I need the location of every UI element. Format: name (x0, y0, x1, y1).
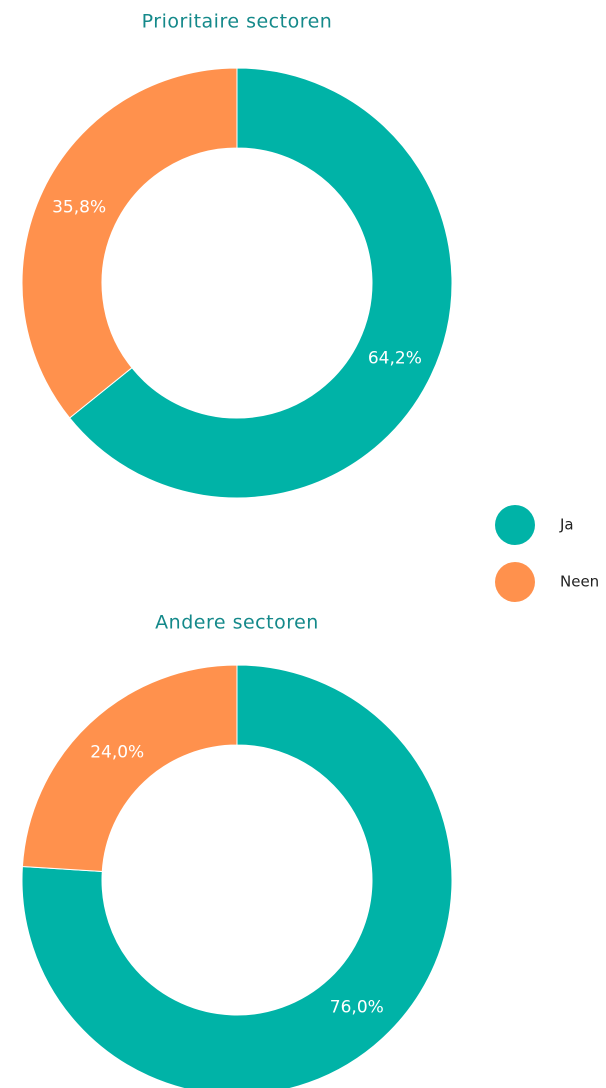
value-label: 76,0% (330, 998, 384, 1018)
legend-swatch (495, 505, 535, 545)
value-label: 24,0% (90, 742, 144, 762)
value-label: 64,2% (368, 349, 422, 369)
donut-slice (21, 67, 238, 419)
chart-title: Andere sectoren (155, 612, 319, 634)
chart-title: Prioritaire sectoren (142, 11, 333, 33)
legend-label: Neen (560, 573, 599, 591)
legend-label: Ja (559, 516, 574, 534)
donut-slice (21, 664, 238, 873)
donut-slice (68, 67, 453, 499)
value-label: 35,8% (52, 197, 106, 217)
legend-swatch (495, 562, 535, 602)
donut-slice (21, 664, 453, 1088)
